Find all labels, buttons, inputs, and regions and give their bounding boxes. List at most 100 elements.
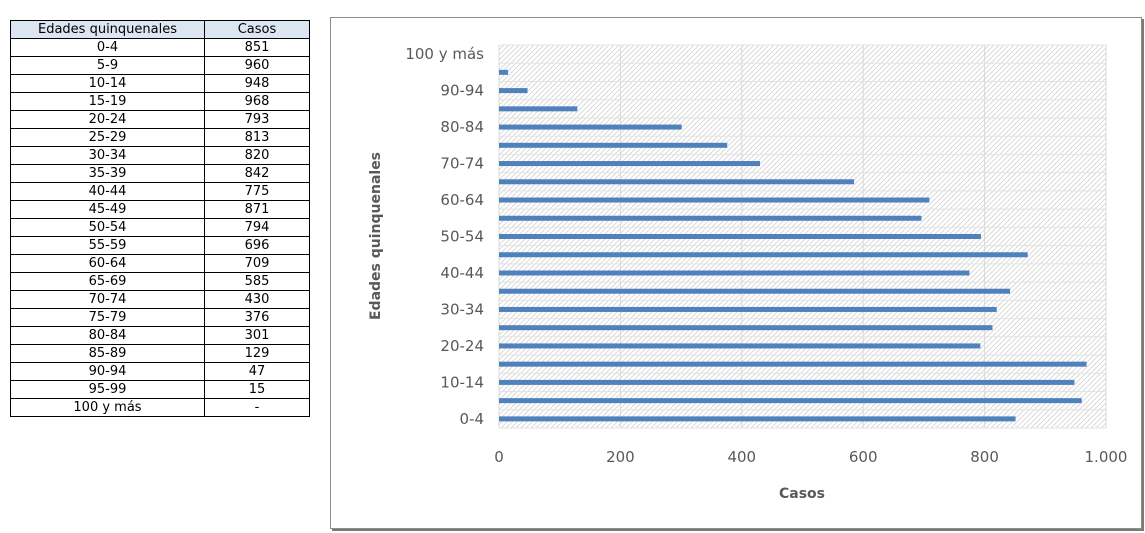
cases-cell: 430 [204, 290, 310, 309]
age-range-cell: 50-54 [10, 218, 205, 237]
y-tick-label: 90-94 [440, 82, 484, 100]
bar [499, 343, 981, 349]
y-tick-label: 80-84 [440, 118, 484, 136]
y-tick-label: 0-4 [460, 410, 485, 428]
bar [499, 361, 1087, 367]
bar-chart: 0-4 10-14 20-24 30-34 40-44 50-54 60-64 70-74 80… [368, 44, 1128, 502]
table-row: 60-64 709 [10, 254, 310, 273]
table-row: 15-19 968 [10, 92, 310, 111]
column-header-age: Edades quinquenales [10, 20, 205, 39]
cases-cell: 794 [204, 218, 310, 237]
bar [499, 234, 981, 239]
table-row: 70-74 430 [10, 290, 310, 309]
cases-cell: 775 [204, 182, 310, 201]
table-row: 95-99 15 [10, 380, 310, 399]
cases-cell: 960 [204, 56, 310, 75]
table-row: 55-59 696 [10, 236, 310, 255]
chart-frame: 0-4 10-14 20-24 30-34 40-44 50-54 60-64 70-74 80… [330, 17, 1142, 529]
y-tick-label: 100 y más [405, 45, 484, 63]
bar [499, 252, 1028, 258]
age-range-cell: 70-74 [10, 290, 205, 309]
age-range-cell: 75-79 [10, 308, 205, 327]
age-range-cell: 0-4 [10, 38, 205, 57]
cases-cell: 820 [204, 146, 310, 165]
data-table: Edades quinquenales Casos 0-4 851 5-9 960 10… [10, 20, 310, 417]
y-tick-label: 20-24 [440, 337, 484, 355]
bar [499, 106, 578, 112]
age-range-cell: 30-34 [10, 146, 205, 165]
table-row: 45-49 871 [10, 200, 310, 219]
cases-cell: 696 [204, 236, 310, 255]
cases-cell: 813 [204, 128, 310, 147]
bar [499, 306, 997, 312]
x-tick-label: 0 [494, 448, 504, 466]
table-row: 65-69 585 [10, 272, 310, 291]
y-tick-label: 70-74 [440, 155, 484, 173]
age-range-cell: 25-29 [10, 128, 205, 147]
x-tick-label: 600 [849, 448, 878, 466]
table-row: 30-34 820 [10, 146, 310, 165]
x-tick-label: 200 [606, 448, 635, 466]
x-tick-label: 400 [727, 448, 756, 466]
x-axis-title: Casos [779, 486, 825, 502]
bar [499, 124, 682, 130]
y-axis-title: Edades quinquenales [368, 152, 384, 320]
age-range-cell: 5-9 [10, 56, 205, 75]
age-range-cell: 10-14 [10, 74, 205, 93]
bar [499, 179, 855, 185]
x-tick-label: 800 [970, 448, 999, 466]
y-tick-label: 30-34 [440, 300, 484, 318]
age-range-cell: 15-19 [10, 92, 205, 111]
cases-cell: 129 [204, 344, 310, 363]
cases-cell: 709 [204, 254, 310, 273]
cases-cell: 871 [204, 200, 310, 219]
age-range-cell: 95-99 [10, 380, 205, 399]
table-row: 0-4 851 [10, 38, 310, 57]
cases-cell: - [204, 398, 310, 417]
bar [499, 69, 509, 75]
table-row: 80-84 301 [10, 326, 310, 345]
bar [499, 197, 930, 203]
age-range-cell: 20-24 [10, 110, 205, 129]
table-row: 40-44 775 [10, 182, 310, 201]
age-range-cell: 85-89 [10, 344, 205, 363]
cases-cell: 15 [204, 380, 310, 399]
bar [499, 161, 761, 167]
table-row: 10-14 948 [10, 74, 310, 93]
bar [499, 142, 728, 148]
table-row: 90-94 47 [10, 362, 310, 381]
cases-cell: 842 [204, 164, 310, 183]
age-range-cell: 80-84 [10, 326, 205, 345]
age-range-cell: 35-39 [10, 164, 205, 183]
table-row: 85-89 129 [10, 344, 310, 363]
table-row: 50-54 794 [10, 218, 310, 237]
table-row: 5-9 960 [10, 56, 310, 75]
cases-cell: 968 [204, 92, 310, 111]
bar [499, 379, 1075, 385]
y-tick-label: 50-54 [440, 228, 484, 246]
age-range-cell: 40-44 [10, 182, 205, 201]
table-row: 20-24 793 [10, 110, 310, 129]
cases-cell: 301 [204, 326, 310, 345]
bar [499, 416, 1016, 422]
table-row: 25-29 813 [10, 128, 310, 147]
bar [499, 325, 993, 331]
age-range-cell: 60-64 [10, 254, 205, 273]
bar [499, 270, 970, 276]
cases-cell: 376 [204, 308, 310, 327]
bar [499, 398, 1082, 404]
cases-cell: 47 [204, 362, 310, 381]
bar [499, 215, 922, 221]
bar [499, 288, 1011, 294]
column-header-cases: Casos [204, 20, 310, 39]
cases-cell: 585 [204, 272, 310, 291]
x-tick-label: 1.000 [1085, 448, 1128, 466]
table-header-row: Edades quinquenales Casos [10, 20, 310, 39]
age-range-cell: 45-49 [10, 200, 205, 219]
y-tick-label: 40-44 [440, 264, 484, 282]
y-tick-label: 10-14 [440, 373, 484, 391]
cases-cell: 793 [204, 110, 310, 129]
cases-cell: 948 [204, 74, 310, 93]
table-row: 100 y más - [10, 398, 310, 417]
y-tick-label: 60-64 [440, 191, 484, 209]
